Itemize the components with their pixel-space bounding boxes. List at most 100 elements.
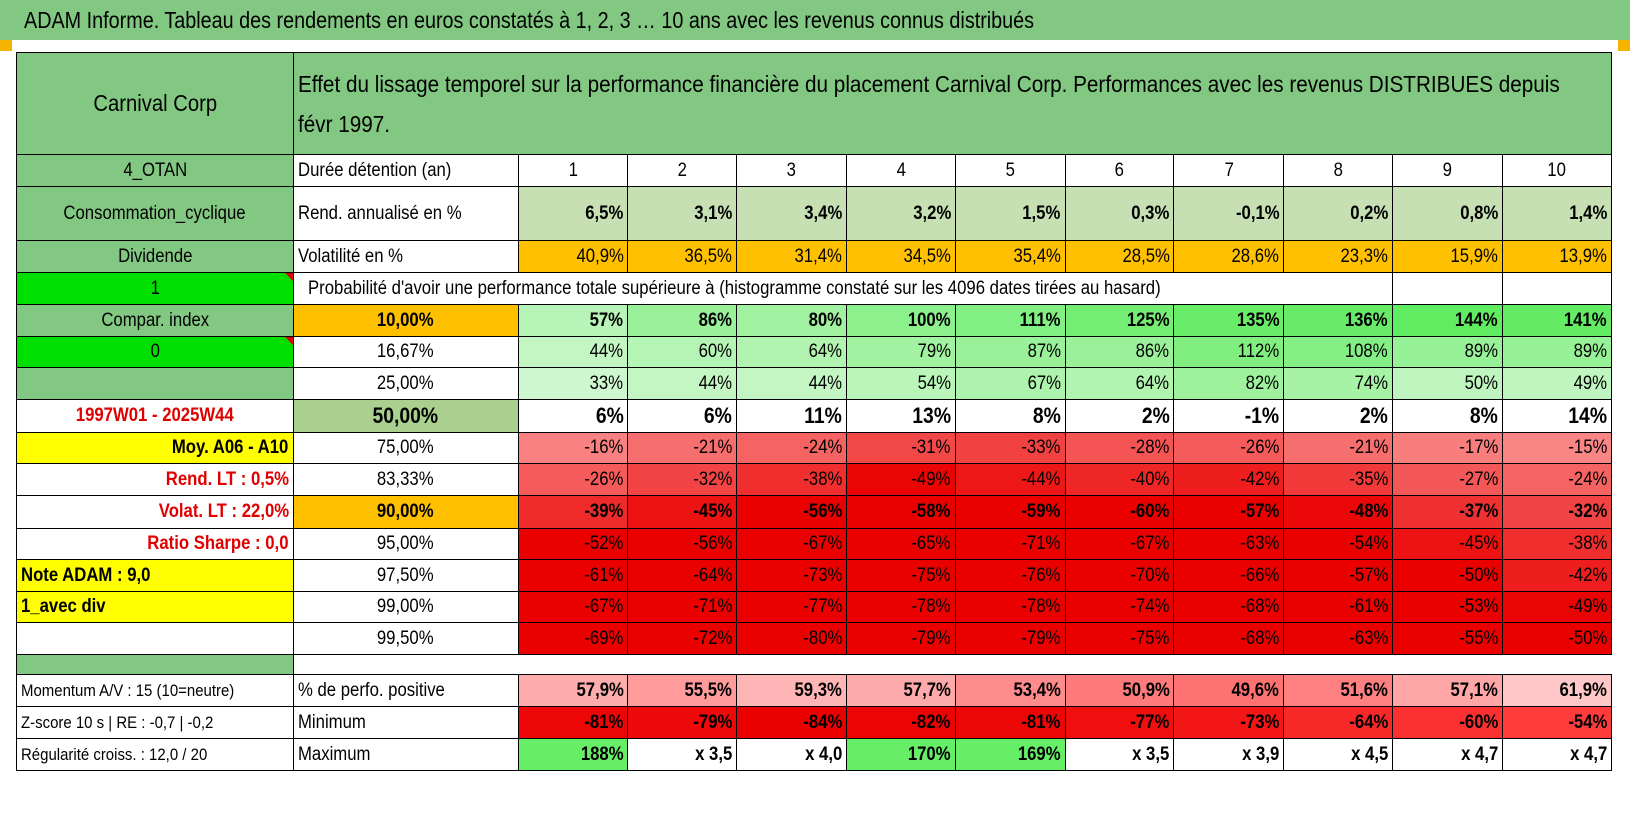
positive-cell-text: 51,6% [1340, 679, 1389, 701]
year-header-text: 3 [786, 159, 797, 181]
quantile-value-cell-text: -50% [1458, 564, 1498, 586]
quantile-value-cell: 86% [627, 304, 738, 337]
minimum-cell: -81% [517, 706, 629, 739]
quantile-row: 25,00% 33% 44% 44% 54% 67% 64% 82% 74% 50% 49% [16, 367, 1613, 400]
maximum-cell-text: x 3,5 [1132, 743, 1170, 765]
quantile-value-cell: -80% [736, 622, 848, 655]
annual-return-cell: 0,8% [1392, 186, 1503, 241]
momentum-cell-text: Momentum A/V : 15 (10=neutre) [21, 680, 235, 700]
sharpe-cell-text: Ratio Sharpe : 0,0 [147, 533, 289, 554]
quantile-value-cell: 111% [954, 304, 1066, 337]
positive-cell: 59,3% [736, 674, 848, 707]
quantile-label-text: 95,00% [377, 533, 434, 554]
quantile-value-cell-text: -26% [584, 468, 624, 490]
quantile-value-cell-text: 2% [1141, 403, 1170, 428]
quantile-value-cell: -15% [1501, 432, 1613, 464]
positive-cell-text: 55,5% [684, 679, 733, 701]
quantile-value-cell: 44% [736, 367, 848, 400]
quantile-value-cell: -32% [627, 463, 738, 496]
maximum-cell-text: 169% [1017, 743, 1061, 765]
report-title: ADAM Informe. Tableau des rendements en … [24, 7, 1035, 33]
maximum-cell-text: x 4,7 [1569, 743, 1607, 765]
quantile-value-cell: 64% [1064, 367, 1175, 400]
positive-label-text: % de perfo. positive [297, 679, 445, 701]
year-header-text: 6 [1114, 159, 1125, 181]
quantile-row: Ratio Sharpe : 0,0 95,00% -52% -56% -67% -65%… [16, 528, 1613, 560]
zscore-cell: Z-score 10 s | RE : -0,7 | -0,2 [16, 706, 294, 739]
quantile-value-cell: 112% [1173, 336, 1285, 368]
quantile-value-cell-text: -63% [1240, 533, 1280, 554]
flag-zero-cell: 0 [16, 336, 294, 368]
annual-return-cell-text: 0,8% [1459, 202, 1498, 224]
quantile-value-cell: 2% [1283, 399, 1394, 433]
regularite-cell: Régularité croiss. : 12,0 / 20 [16, 738, 294, 771]
quantile-value-cell: -67% [736, 528, 848, 560]
quantile-value-cell-text: -64% [693, 564, 733, 586]
quantile-value-cell: -61% [517, 559, 629, 592]
quantile-value-cell-text: 54% [917, 372, 951, 394]
quantile-value-cell-text: 60% [698, 341, 733, 362]
quantile-value-cell-text: -45% [693, 501, 733, 522]
quantile-label: 16,67% [292, 336, 519, 368]
quantile-value-cell-text: -61% [584, 564, 624, 586]
positive-cell-text: 57,1% [1450, 679, 1498, 701]
sector-cell-text: Consommation_cyclique [63, 202, 246, 224]
quantile-row: Note ADAM : 9,0 97,50% -61% -64% -73% -75% -76… [16, 559, 1613, 592]
quantile-value-cell-text: 111% [1019, 309, 1061, 331]
minimum-cell-text: -82% [911, 711, 951, 733]
minimum-cell-text: -84% [802, 711, 843, 733]
return-label-text: Rend. annualisé en % [297, 202, 462, 224]
maximum-cell-text: x 4,7 [1460, 743, 1498, 765]
volatility-label: Volatilité en % [292, 240, 519, 273]
quantile-value-cell-text: 44% [808, 372, 843, 394]
quantile-value-cell: -21% [627, 432, 738, 464]
flag-one-cell: 1 [16, 272, 294, 305]
maximum-cell-text: 188% [580, 743, 624, 765]
quantile-value-cell-text: 108% [1345, 341, 1389, 362]
quantile-value-cell-text: -57% [1349, 564, 1389, 586]
volatility-cell: 36,5% [627, 240, 738, 273]
volatility-cell-text: 15,9% [1450, 245, 1498, 267]
empty-cell [1392, 272, 1503, 305]
quantile-value-cell-text: -80% [802, 627, 843, 649]
quantile-value-cell: -32% [1501, 495, 1613, 529]
quantile-value-cell-text: 8% [1032, 403, 1061, 428]
quantile-value-cell-text: 2% [1360, 403, 1389, 428]
quantile-value-cell-text: -56% [693, 533, 733, 554]
volatility-cell-text: 23,3% [1340, 245, 1389, 267]
quantile-value-cell: 44% [517, 336, 629, 368]
quantile-value-cell: -57% [1173, 495, 1285, 529]
maximum-cell-text: x 4,5 [1350, 743, 1389, 765]
quantile-value-cell-text: -65% [911, 533, 951, 554]
volatility-cell: 34,5% [846, 240, 956, 273]
volatility-cell: 23,3% [1283, 240, 1394, 273]
quantile-value-cell-text: -32% [1567, 501, 1607, 522]
quantile-value-cell: -50% [1501, 622, 1613, 655]
positive-cell: 50,9% [1064, 674, 1175, 707]
moy-cell-text: Moy. A06 - A10 [172, 437, 289, 458]
positive-cell: 57,1% [1392, 674, 1503, 707]
quantile-value-cell-text: 86% [1135, 341, 1170, 362]
quantile-value-cell-text: 57% [589, 309, 624, 331]
quantile-value-cell-text: -57% [1240, 501, 1280, 522]
volatility-cell-text: 36,5% [684, 245, 733, 267]
blank-cell [16, 622, 294, 655]
minimum-cell-text: -77% [1130, 711, 1170, 733]
quantile-label-text: 75,00% [377, 437, 434, 458]
quantile-value-cell: -56% [627, 528, 738, 560]
maximum-cell: x 4,0 [736, 738, 848, 771]
positive-cell: 57,9% [517, 674, 629, 707]
quantile-value-cell-text: 144% [1455, 309, 1498, 331]
flag-zero-cell-text: 0 [150, 341, 160, 362]
quantile-value-cell: -37% [1392, 495, 1503, 529]
maximum-cell: 188% [517, 738, 629, 771]
volatility-cell: 15,9% [1392, 240, 1503, 273]
year-header: 6 [1064, 154, 1175, 187]
annual-return-cell-text: 0,3% [1131, 202, 1170, 224]
quantile-value-cell-text: 6% [595, 403, 624, 428]
maximum-cell: x 3,5 [1064, 738, 1175, 771]
quantile-value-cell-text: -42% [1240, 468, 1280, 490]
quantile-value-cell-text: 141% [1564, 309, 1607, 331]
positive-cell-text: 57,7% [903, 679, 951, 701]
quantile-value-cell-text: 67% [1027, 372, 1061, 394]
